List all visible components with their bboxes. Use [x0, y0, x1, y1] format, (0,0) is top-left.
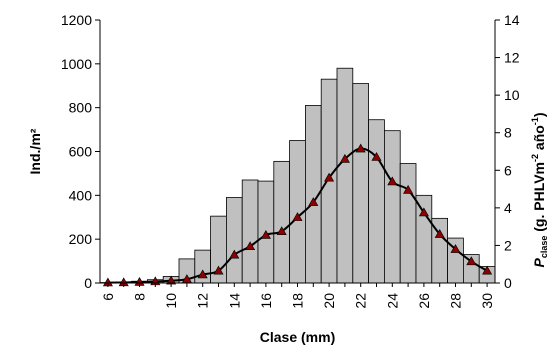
bar — [352, 83, 369, 284]
line-point — [387, 176, 398, 186]
x-tick-label: 30 — [479, 293, 495, 309]
x-tick-label: 26 — [416, 293, 432, 309]
y2-tick-label: 2 — [504, 237, 512, 253]
y2-tick-label: 6 — [504, 162, 512, 178]
y-tick-label: 800 — [69, 100, 93, 116]
y-tick-label: 400 — [69, 187, 93, 203]
line-point — [197, 269, 208, 279]
bar — [336, 67, 354, 284]
x-tick-label: 14 — [226, 293, 242, 309]
line-point — [371, 152, 382, 161]
x-tick-label: 12 — [195, 293, 211, 309]
bar — [241, 179, 259, 284]
y2-tick-label: 12 — [504, 50, 520, 66]
x-tick-label: 18 — [290, 293, 306, 309]
bar — [399, 163, 417, 284]
y2-axis-label: Pclase (g. PHLVm-2 año-1) — [530, 113, 549, 268]
line-point — [260, 229, 271, 239]
bar — [383, 130, 401, 284]
line-series — [102, 143, 493, 287]
y2-axis-label-sup1: -2 — [530, 154, 540, 162]
line-point — [450, 244, 461, 253]
x-tick-label: 8 — [132, 293, 148, 301]
line-point — [403, 184, 414, 194]
y2-axis-label-unit-pre: (g. PHLVm — [531, 162, 547, 236]
y2-axis-label-subscript: clase — [539, 236, 549, 259]
line-point — [308, 197, 319, 206]
line-point — [482, 265, 493, 275]
line-point — [355, 143, 366, 153]
line-point — [229, 249, 240, 259]
line-point — [276, 226, 287, 236]
y2-axis-label-unit-post: ) — [531, 113, 547, 118]
x-tick-label: 20 — [321, 293, 337, 309]
y-tick-label: 200 — [69, 231, 93, 247]
x-tick-label: 28 — [448, 293, 464, 309]
line-point — [245, 241, 256, 251]
bar — [273, 160, 290, 284]
y2-axis-label-sup2: -1 — [530, 117, 540, 125]
y-tick-label: 1000 — [61, 56, 92, 72]
bar — [368, 119, 385, 284]
y2-tick-label: 10 — [504, 87, 520, 103]
x-tick-label: 6 — [100, 293, 116, 301]
line-point — [466, 256, 477, 266]
line-point — [418, 207, 429, 217]
y2-tick-label: 0 — [504, 275, 512, 291]
y2-tick-label: 8 — [504, 125, 512, 141]
line-point — [434, 229, 445, 238]
y-tick-label: 0 — [84, 275, 92, 291]
y2-axis-label-symbol: P — [531, 258, 547, 268]
y2-tick-label: 14 — [504, 12, 520, 28]
x-tick-label: 22 — [353, 293, 369, 309]
x-tick-label: 24 — [384, 293, 400, 309]
x-tick-label: 10 — [163, 293, 179, 309]
y-tick-label: 1200 — [61, 12, 92, 28]
line-point — [213, 265, 224, 275]
line-point — [292, 212, 303, 221]
bar — [225, 197, 243, 284]
x-axis-label: Clase (mm) — [260, 329, 335, 345]
y-tick-label: 600 — [69, 144, 93, 160]
axes — [95, 19, 500, 287]
x-tick-label: 16 — [258, 293, 274, 309]
line-point — [339, 153, 350, 163]
bar-series — [99, 67, 496, 284]
line-point — [324, 172, 335, 182]
y2-axis-label-unit-mid: año — [531, 125, 547, 154]
y-axis-label: Ind./m² — [27, 128, 43, 174]
y2-tick-label: 4 — [504, 200, 512, 216]
